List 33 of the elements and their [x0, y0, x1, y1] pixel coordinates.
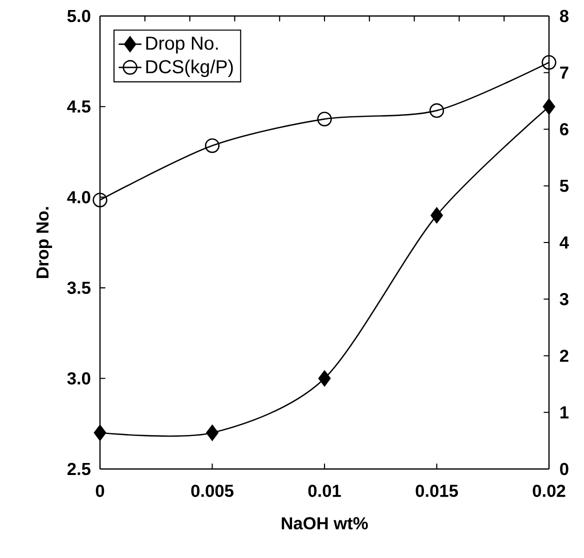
y2-tick-label: 6 [560, 123, 568, 136]
y2-tick-label: 0 [560, 462, 568, 476]
x-tick-label: 0.01 [308, 484, 341, 497]
y2-tick-label: 3 [560, 292, 568, 306]
x-tick-label: 0 [96, 484, 104, 497]
x-axis-title: NaOH wt% [282, 517, 368, 530]
y2-tick-label: 2 [560, 350, 568, 362]
y2-tick-label: 7 [560, 66, 568, 79]
y-tick-label: 3.5 [67, 282, 90, 294]
y2-tick-label: 8 [560, 10, 568, 22]
y2-tick-label: 4 [560, 236, 569, 248]
point [92, 192, 108, 208]
y-tick-label: 4.5 [67, 100, 90, 113]
point [206, 424, 218, 441]
x-tick-label: 0.02 [532, 484, 566, 497]
y-tick-label: 3.0 [67, 372, 90, 385]
legend-label: DCS(kg/P) [146, 60, 233, 78]
y-tick-label: 5.0 [67, 10, 90, 22]
x-tick-label: 0.005 [191, 484, 234, 497]
y-axis-title: Drop No. [36, 207, 52, 278]
legend-label: Drop No. [146, 36, 218, 54]
point [204, 138, 220, 154]
point [318, 370, 331, 386]
point [317, 112, 332, 126]
point [429, 103, 444, 118]
point [430, 207, 443, 224]
y2-tick-label: 5 [560, 180, 569, 192]
point [94, 424, 106, 441]
x-tick-label: 0.015 [416, 484, 458, 497]
y-tick-label: 4.0 [67, 191, 90, 204]
point [542, 55, 556, 70]
y2-tick-label: 1 [560, 406, 569, 418]
y-tick-label: 2.5 [67, 462, 90, 476]
